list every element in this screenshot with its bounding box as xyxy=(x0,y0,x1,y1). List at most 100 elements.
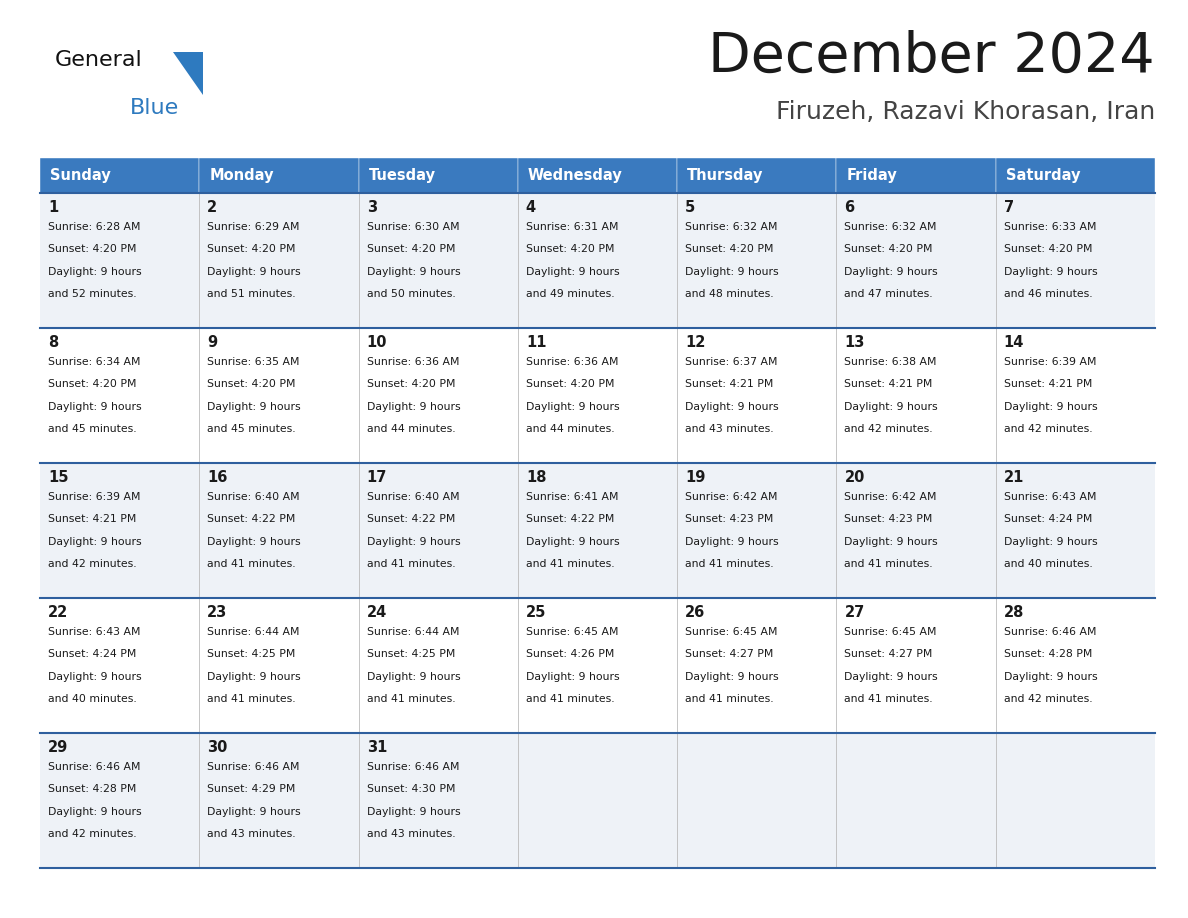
Text: Sunrise: 6:38 AM: Sunrise: 6:38 AM xyxy=(845,357,937,367)
Text: and 41 minutes.: and 41 minutes. xyxy=(207,559,296,569)
Text: Sunrise: 6:45 AM: Sunrise: 6:45 AM xyxy=(845,627,937,637)
Text: Sunset: 4:25 PM: Sunset: 4:25 PM xyxy=(207,649,296,659)
Text: Sunrise: 6:45 AM: Sunrise: 6:45 AM xyxy=(526,627,619,637)
Bar xyxy=(40,158,200,193)
Text: Sunrise: 6:46 AM: Sunrise: 6:46 AM xyxy=(1004,627,1097,637)
Text: Sunrise: 6:42 AM: Sunrise: 6:42 AM xyxy=(845,492,937,502)
Text: Sunrise: 6:40 AM: Sunrise: 6:40 AM xyxy=(207,492,299,502)
Text: 16: 16 xyxy=(207,470,228,485)
Text: 22: 22 xyxy=(48,605,68,620)
Text: Sunrise: 6:41 AM: Sunrise: 6:41 AM xyxy=(526,492,619,502)
Text: Sunset: 4:20 PM: Sunset: 4:20 PM xyxy=(526,379,614,389)
Text: Sunrise: 6:43 AM: Sunrise: 6:43 AM xyxy=(48,627,140,637)
Text: Sunrise: 6:30 AM: Sunrise: 6:30 AM xyxy=(367,222,460,232)
Text: Daylight: 9 hours: Daylight: 9 hours xyxy=(1004,536,1098,546)
Text: Sunset: 4:20 PM: Sunset: 4:20 PM xyxy=(367,244,455,254)
Text: Sunset: 4:20 PM: Sunset: 4:20 PM xyxy=(685,244,773,254)
Bar xyxy=(40,598,1155,733)
Text: Sunset: 4:21 PM: Sunset: 4:21 PM xyxy=(48,514,137,524)
Bar xyxy=(518,158,677,193)
Text: 1: 1 xyxy=(48,200,58,215)
Text: 3: 3 xyxy=(367,200,377,215)
Text: and 41 minutes.: and 41 minutes. xyxy=(367,694,455,704)
Text: Sunset: 4:22 PM: Sunset: 4:22 PM xyxy=(207,514,296,524)
Text: and 41 minutes.: and 41 minutes. xyxy=(685,559,773,569)
Text: Sunset: 4:20 PM: Sunset: 4:20 PM xyxy=(367,379,455,389)
Text: 30: 30 xyxy=(207,740,228,755)
Text: Sunset: 4:21 PM: Sunset: 4:21 PM xyxy=(845,379,933,389)
Bar xyxy=(200,158,359,193)
Text: Daylight: 9 hours: Daylight: 9 hours xyxy=(685,266,779,276)
Bar xyxy=(677,158,836,193)
Text: Daylight: 9 hours: Daylight: 9 hours xyxy=(207,536,301,546)
Text: 27: 27 xyxy=(845,605,865,620)
Text: Sunrise: 6:31 AM: Sunrise: 6:31 AM xyxy=(526,222,619,232)
Text: General: General xyxy=(55,50,143,70)
Text: 31: 31 xyxy=(367,740,387,755)
Text: 21: 21 xyxy=(1004,470,1024,485)
Text: and 41 minutes.: and 41 minutes. xyxy=(526,559,614,569)
Text: 8: 8 xyxy=(48,335,58,350)
Text: Sunset: 4:20 PM: Sunset: 4:20 PM xyxy=(48,379,137,389)
Text: and 44 minutes.: and 44 minutes. xyxy=(367,424,455,434)
Text: Daylight: 9 hours: Daylight: 9 hours xyxy=(845,672,939,681)
Text: Daylight: 9 hours: Daylight: 9 hours xyxy=(685,536,779,546)
Text: Sunrise: 6:42 AM: Sunrise: 6:42 AM xyxy=(685,492,778,502)
Text: Sunrise: 6:32 AM: Sunrise: 6:32 AM xyxy=(685,222,778,232)
Text: Sunrise: 6:39 AM: Sunrise: 6:39 AM xyxy=(1004,357,1097,367)
Text: December 2024: December 2024 xyxy=(708,30,1155,84)
Text: 10: 10 xyxy=(367,335,387,350)
Text: Firuzeh, Razavi Khorasan, Iran: Firuzeh, Razavi Khorasan, Iran xyxy=(776,100,1155,124)
Text: Sunset: 4:23 PM: Sunset: 4:23 PM xyxy=(685,514,773,524)
Text: and 43 minutes.: and 43 minutes. xyxy=(685,424,773,434)
Text: Daylight: 9 hours: Daylight: 9 hours xyxy=(526,266,619,276)
Text: Sunrise: 6:40 AM: Sunrise: 6:40 AM xyxy=(367,492,460,502)
Text: and 40 minutes.: and 40 minutes. xyxy=(1004,559,1093,569)
Text: Sunrise: 6:44 AM: Sunrise: 6:44 AM xyxy=(207,627,299,637)
Text: Daylight: 9 hours: Daylight: 9 hours xyxy=(48,536,141,546)
Text: and 51 minutes.: and 51 minutes. xyxy=(207,289,296,299)
Text: Sunset: 4:21 PM: Sunset: 4:21 PM xyxy=(685,379,773,389)
Text: Daylight: 9 hours: Daylight: 9 hours xyxy=(367,672,460,681)
Text: Daylight: 9 hours: Daylight: 9 hours xyxy=(207,401,301,411)
Text: Sunset: 4:20 PM: Sunset: 4:20 PM xyxy=(1004,244,1092,254)
Text: Sunset: 4:28 PM: Sunset: 4:28 PM xyxy=(48,784,137,794)
Text: Daylight: 9 hours: Daylight: 9 hours xyxy=(48,266,141,276)
Text: and 43 minutes.: and 43 minutes. xyxy=(207,829,296,839)
Text: Daylight: 9 hours: Daylight: 9 hours xyxy=(1004,401,1098,411)
Text: 12: 12 xyxy=(685,335,706,350)
Text: 29: 29 xyxy=(48,740,68,755)
Text: Daylight: 9 hours: Daylight: 9 hours xyxy=(207,807,301,816)
Bar xyxy=(836,158,996,193)
Text: 18: 18 xyxy=(526,470,546,485)
Text: Daylight: 9 hours: Daylight: 9 hours xyxy=(685,401,779,411)
Text: Sunset: 4:20 PM: Sunset: 4:20 PM xyxy=(207,379,296,389)
Text: and 42 minutes.: and 42 minutes. xyxy=(48,559,137,569)
Text: Daylight: 9 hours: Daylight: 9 hours xyxy=(1004,266,1098,276)
Polygon shape xyxy=(173,52,203,95)
Text: Sunday: Sunday xyxy=(50,168,110,183)
Text: 4: 4 xyxy=(526,200,536,215)
Text: and 45 minutes.: and 45 minutes. xyxy=(207,424,296,434)
Text: Sunset: 4:27 PM: Sunset: 4:27 PM xyxy=(685,649,773,659)
Text: 11: 11 xyxy=(526,335,546,350)
Text: Sunrise: 6:37 AM: Sunrise: 6:37 AM xyxy=(685,357,778,367)
Text: 17: 17 xyxy=(367,470,387,485)
Text: Daylight: 9 hours: Daylight: 9 hours xyxy=(48,807,141,816)
Text: Daylight: 9 hours: Daylight: 9 hours xyxy=(526,672,619,681)
Text: Sunrise: 6:33 AM: Sunrise: 6:33 AM xyxy=(1004,222,1097,232)
Text: 24: 24 xyxy=(367,605,387,620)
Text: Daylight: 9 hours: Daylight: 9 hours xyxy=(1004,672,1098,681)
Text: Sunset: 4:20 PM: Sunset: 4:20 PM xyxy=(526,244,614,254)
Text: 25: 25 xyxy=(526,605,546,620)
Text: Friday: Friday xyxy=(846,168,897,183)
Text: 9: 9 xyxy=(207,335,217,350)
Bar xyxy=(40,463,1155,598)
Text: Sunset: 4:22 PM: Sunset: 4:22 PM xyxy=(367,514,455,524)
Text: Daylight: 9 hours: Daylight: 9 hours xyxy=(367,401,460,411)
Text: Sunset: 4:24 PM: Sunset: 4:24 PM xyxy=(48,649,137,659)
Text: and 43 minutes.: and 43 minutes. xyxy=(367,829,455,839)
Text: Daylight: 9 hours: Daylight: 9 hours xyxy=(367,266,460,276)
Text: Sunset: 4:26 PM: Sunset: 4:26 PM xyxy=(526,649,614,659)
Text: Daylight: 9 hours: Daylight: 9 hours xyxy=(207,672,301,681)
